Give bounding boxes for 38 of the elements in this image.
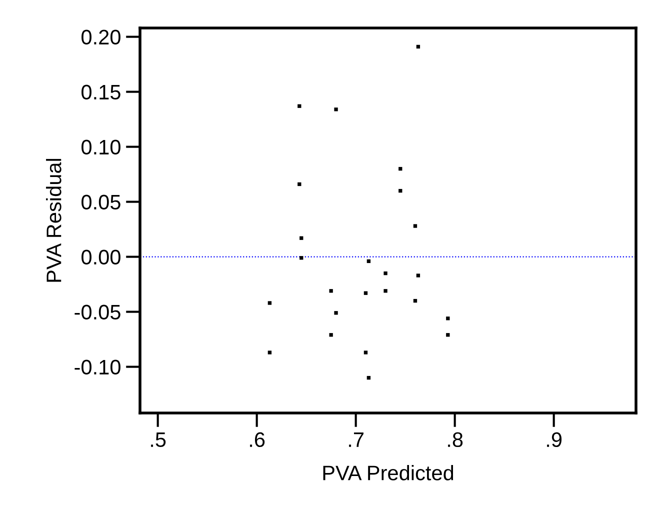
y-tick-label: 0.05 bbox=[82, 194, 120, 210]
point bbox=[329, 333, 333, 337]
point bbox=[300, 256, 304, 260]
x-tick-label: .8 bbox=[448, 432, 463, 448]
point bbox=[413, 298, 418, 303]
point bbox=[268, 350, 272, 354]
y-axis-title: PVA Residual bbox=[46, 158, 62, 282]
point bbox=[413, 224, 418, 228]
point bbox=[334, 311, 338, 315]
point bbox=[364, 350, 368, 354]
point bbox=[446, 333, 450, 337]
y-tick-label: 0.10 bbox=[82, 140, 120, 155]
y-tick-label: -0.10 bbox=[74, 360, 120, 375]
point bbox=[398, 166, 402, 171]
x-tick-label: .9 bbox=[547, 432, 562, 448]
y-tick-label: -0.05 bbox=[74, 304, 120, 320]
y-tick-label: 0.20 bbox=[82, 30, 120, 45]
point bbox=[398, 188, 402, 193]
x-axis-title: PVA Predicted bbox=[323, 465, 454, 480]
point bbox=[300, 236, 304, 240]
x-tick-label: .6 bbox=[250, 432, 265, 448]
point bbox=[334, 108, 338, 112]
x-tick-label: .7 bbox=[349, 432, 364, 447]
point bbox=[364, 291, 368, 295]
y-tick-label: 0.00 bbox=[82, 250, 120, 265]
point bbox=[384, 289, 388, 293]
point bbox=[268, 301, 272, 305]
point bbox=[366, 259, 371, 264]
point bbox=[384, 271, 388, 276]
y-tick-label: 0.15 bbox=[82, 84, 120, 100]
point bbox=[298, 104, 302, 108]
point bbox=[446, 316, 450, 320]
point bbox=[416, 274, 420, 278]
point bbox=[416, 44, 420, 49]
point bbox=[366, 376, 371, 380]
x-tick-label: .5 bbox=[151, 432, 166, 448]
point bbox=[298, 182, 302, 186]
point bbox=[329, 289, 333, 293]
